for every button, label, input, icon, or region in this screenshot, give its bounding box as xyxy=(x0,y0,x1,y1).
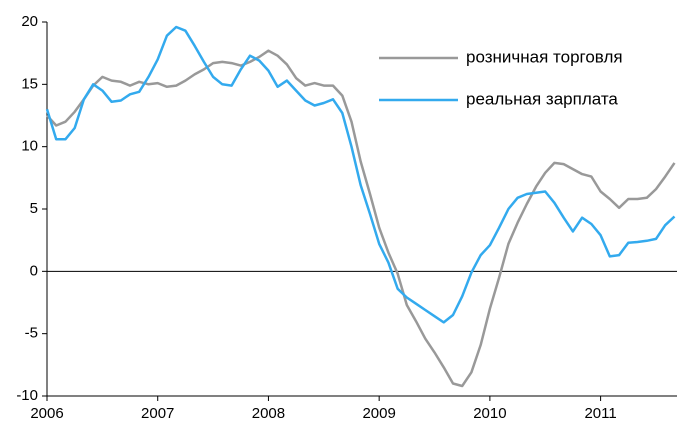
x-tick-label: 2006 xyxy=(30,405,63,422)
x-tick-label: 2007 xyxy=(141,405,174,422)
y-tick-label: 5 xyxy=(30,200,38,217)
series-line xyxy=(45,25,676,324)
y-tick-label: 0 xyxy=(30,262,38,279)
y-tick-label: 20 xyxy=(21,13,38,30)
legend-label: розничная торговля xyxy=(466,47,623,66)
legend-label: реальная зарплата xyxy=(466,89,618,108)
x-tick-label: 2009 xyxy=(362,405,395,422)
y-tick-label: 10 xyxy=(21,138,38,155)
y-tick-label: 15 xyxy=(21,75,38,92)
x-tick-label: 2008 xyxy=(252,405,285,422)
x-tick-label: 2010 xyxy=(473,405,506,422)
y-tick-label: -10 xyxy=(16,387,38,404)
x-tick-label: 2011 xyxy=(584,405,616,422)
series-line xyxy=(46,49,676,388)
y-tick-label: -5 xyxy=(25,325,38,342)
